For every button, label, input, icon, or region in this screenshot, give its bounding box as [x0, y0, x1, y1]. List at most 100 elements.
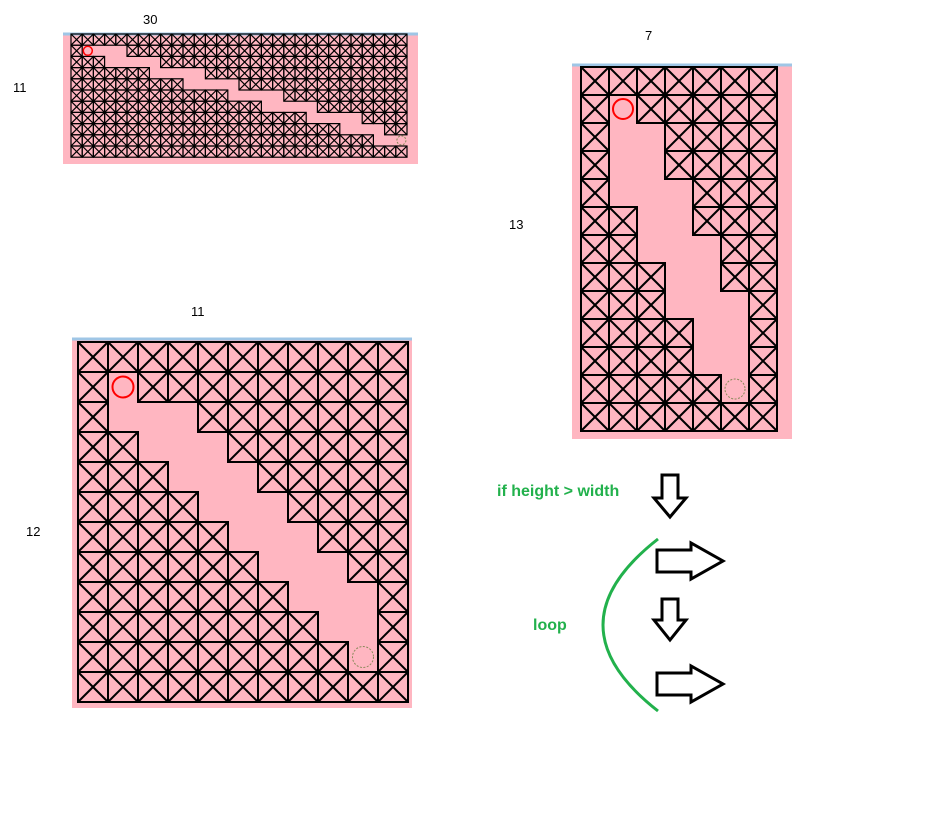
wall-cell-cross [193, 111, 206, 125]
wall-cell-cross [580, 346, 610, 376]
wall-cell [377, 671, 409, 703]
wall-cell-cross [294, 111, 307, 125]
wall-cell-cross [171, 134, 184, 147]
wall-cell-cross [137, 491, 169, 523]
wall-cell-cross [377, 491, 409, 523]
wall-cell-cross [197, 551, 229, 583]
down-arrow-icon [650, 597, 690, 643]
wall-cell-cross [305, 44, 318, 57]
wall-cell-cross [137, 521, 169, 553]
wall-cell-cross [107, 611, 139, 643]
wall-cell-cross [580, 94, 610, 124]
wall-cell-cross [92, 100, 106, 113]
wall-cell-cross [317, 431, 349, 463]
wall-cell-cross [361, 145, 374, 158]
wall-cell-cross [636, 402, 666, 432]
wall-cell-cross [70, 89, 83, 102]
wall-cell-cross [395, 145, 408, 158]
wall-cell-cross [305, 134, 318, 147]
wall-cell-cross [171, 89, 184, 102]
wall-cell-cross [384, 123, 397, 136]
wall-cell-cross [748, 94, 778, 124]
wall-cell-cross [167, 611, 199, 643]
wall-cell-cross [216, 44, 229, 57]
wall-cell-cross [287, 371, 319, 403]
wall-cell-cross [328, 134, 341, 147]
wall-cell-cross [350, 134, 363, 147]
wall-cell-cross [148, 111, 162, 125]
wall-cell-cross [92, 78, 106, 91]
wall-cell-cross [216, 100, 229, 113]
wall-cell-cross [287, 641, 319, 673]
wall-cell-cross [287, 491, 319, 523]
wall-cell-cross [347, 341, 379, 373]
wall-cell-cross [305, 145, 318, 158]
wall-cell-cross [107, 431, 139, 463]
wall-cell-cross [748, 66, 778, 96]
wall-cell-cross [294, 78, 307, 91]
wall-cell-cross [171, 44, 184, 57]
wall-cell-cross [720, 94, 750, 124]
wall-cell-cross [692, 402, 722, 432]
wall-cell-cross [350, 55, 363, 69]
wall-cell-cross [182, 134, 195, 147]
wall-cell-cross [350, 145, 363, 158]
wall-cell-cross [580, 262, 610, 292]
wall-cell-cross [227, 33, 240, 46]
wall-cell-cross [77, 581, 109, 613]
wall-cell-cross [720, 122, 750, 152]
wall-cell [249, 100, 262, 113]
wall-cell-cross [395, 100, 408, 113]
wall-cell-cross [372, 78, 386, 91]
wall-cell-cross [328, 89, 341, 102]
wall-cell-cross [227, 641, 259, 673]
wall-cell-cross [692, 94, 722, 124]
wall-cell-cross [204, 33, 218, 46]
wall-cell-cross [328, 78, 341, 91]
wall-cell-cross [305, 78, 318, 91]
wall-cell-cross [257, 431, 289, 463]
wall-cell-cross [197, 611, 229, 643]
wall-cell-cross [377, 641, 409, 673]
wall-cell-cross [339, 78, 352, 91]
wall-cell-cross [316, 55, 330, 69]
wall-cell-cross [216, 111, 229, 125]
wall-cell-cross [137, 371, 169, 403]
wall-cell-cross [350, 100, 363, 113]
grid-11x12-height-label: 12 [26, 524, 41, 539]
wall-cell-cross [77, 341, 109, 373]
wall-cell-cross [204, 67, 218, 80]
wall-cell-cross [92, 55, 106, 69]
wall-cell-cross [317, 491, 349, 523]
wall-cell-cross [608, 234, 638, 264]
wall-cell-cross [77, 641, 109, 673]
wall-cell-cross [227, 100, 240, 113]
wall-cell-cross [104, 123, 117, 136]
wall-cell-cross [137, 145, 150, 158]
wall-cell-cross [238, 55, 251, 69]
wall-cell-cross [197, 581, 229, 613]
wall-cell-cross [692, 150, 722, 180]
wall-cell-cross [316, 145, 330, 158]
wall-cell-cross [204, 111, 218, 125]
wall-cell-cross [197, 401, 229, 433]
wall-cell-cross [580, 290, 610, 320]
wall-cell-cross [316, 123, 330, 136]
wall-cell-cross [608, 346, 638, 376]
wall-cell-cross [377, 671, 409, 703]
wall-cell-cross [238, 123, 251, 136]
wall-cell [395, 122, 408, 136]
wall-cell-cross [395, 123, 408, 136]
wall-cell-cross [160, 123, 173, 136]
wall-cell-cross [160, 100, 173, 113]
wall-cell-cross [272, 33, 285, 46]
wall-cell-cross [377, 401, 409, 433]
wall-cell-cross [350, 33, 363, 46]
wall-cell-cross [720, 150, 750, 180]
wall-cell-cross [137, 671, 169, 703]
wall-cell-cross [260, 44, 274, 57]
wall-cell-cross [347, 671, 379, 703]
wall-cell-cross [347, 461, 379, 493]
wall-cell-cross [115, 123, 128, 136]
wall-cell-cross [107, 551, 139, 583]
